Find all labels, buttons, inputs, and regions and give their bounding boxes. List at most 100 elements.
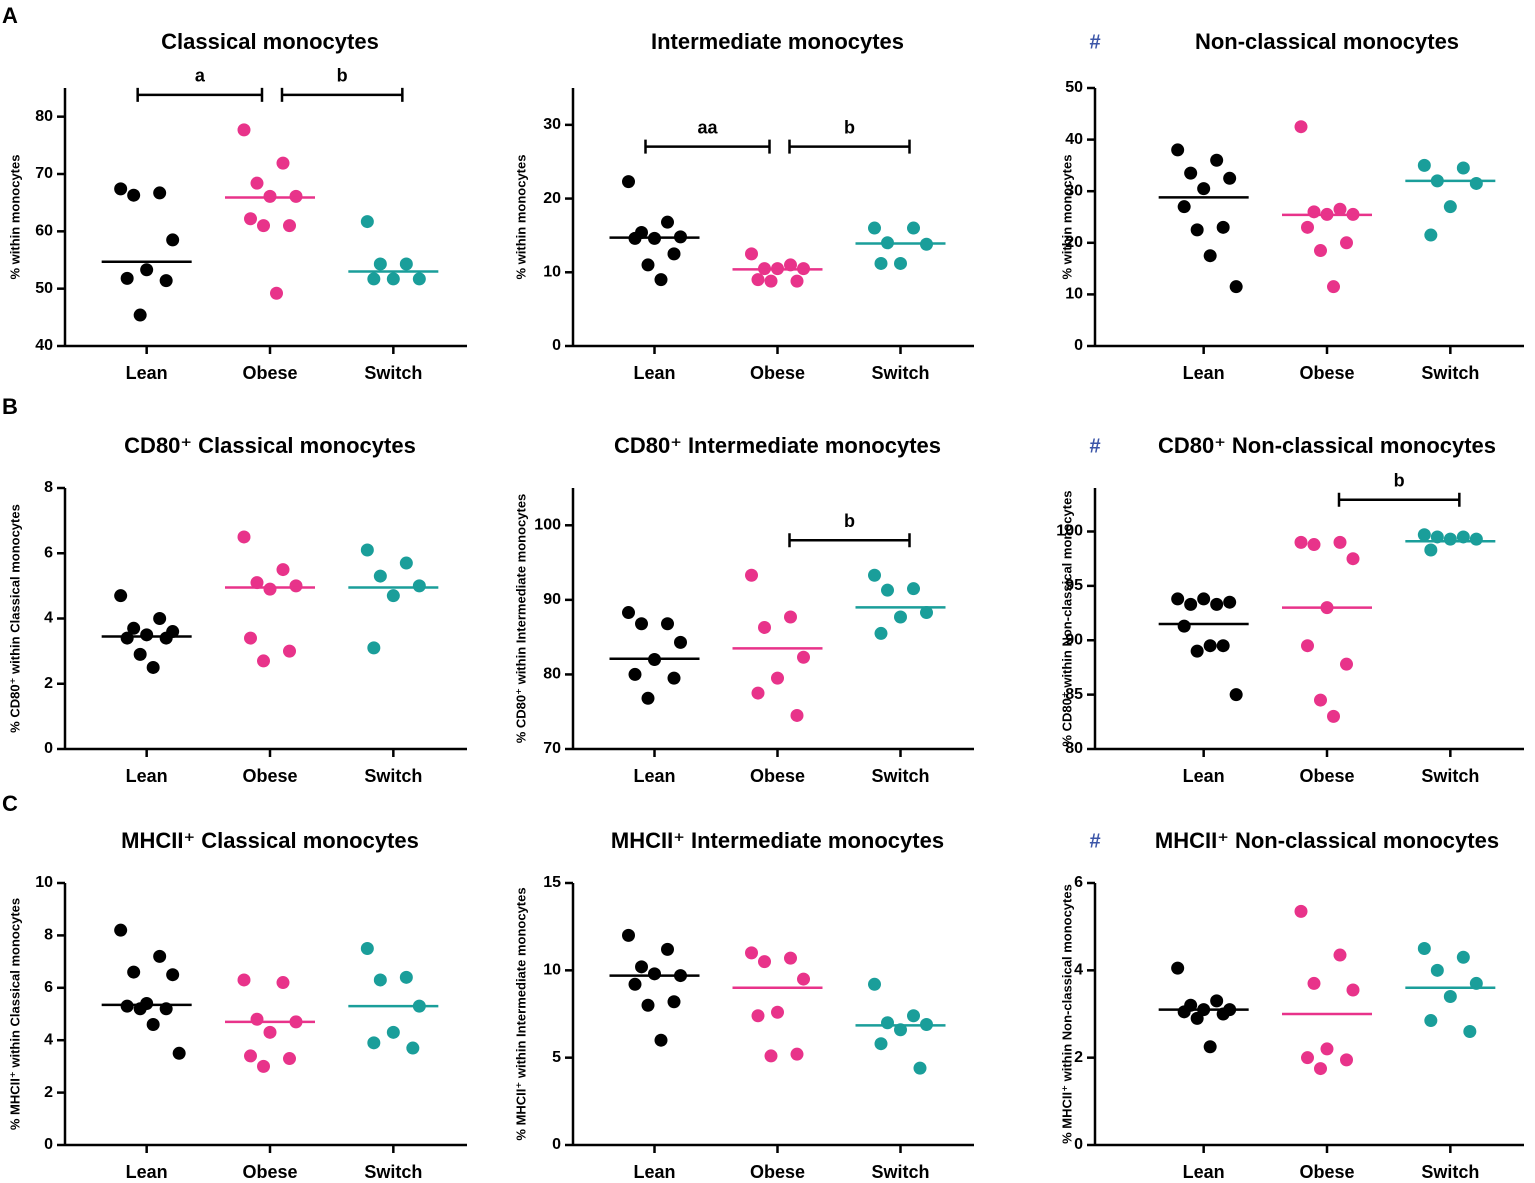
data-point <box>1190 644 1204 658</box>
y-tick-label: 6 <box>1074 874 1083 891</box>
data-point <box>1314 693 1327 707</box>
y-tick-label: 10 <box>543 264 561 281</box>
data-point <box>764 274 778 288</box>
data-point <box>140 628 154 642</box>
data-point <box>1320 1042 1334 1056</box>
x-tick-label: Lean <box>126 766 168 786</box>
data-point <box>1430 963 1444 977</box>
bracket-label: b <box>844 511 855 531</box>
y-axis-label: % within monocytes <box>513 155 528 280</box>
data-point <box>667 247 681 261</box>
data-point <box>114 923 128 937</box>
data-point <box>907 1009 920 1023</box>
x-tick-label: Obese <box>242 363 297 383</box>
data-point <box>1177 619 1191 633</box>
x-tick-label: Obese <box>1299 766 1354 786</box>
data-point <box>360 942 374 955</box>
data-point <box>1210 597 1224 611</box>
bracket-label: b <box>844 117 855 137</box>
data-point <box>1229 280 1243 294</box>
data-point <box>120 999 134 1013</box>
x-tick-label: Obese <box>242 766 297 786</box>
data-point <box>373 569 387 583</box>
data-point <box>386 1025 400 1039</box>
y-tick-label: 15 <box>543 874 561 891</box>
y-tick-label: 70 <box>543 740 561 757</box>
panel-label: C <box>2 791 18 816</box>
chart-title: MHCII⁺ Intermediate monocytes <box>611 828 944 853</box>
data-point <box>745 247 758 261</box>
data-point <box>874 1037 888 1051</box>
data-point <box>1417 158 1431 172</box>
data-point <box>283 219 296 233</box>
data-point <box>1417 528 1431 542</box>
data-point <box>771 671 784 685</box>
y-tick-label: 2 <box>44 675 53 692</box>
chart-title: CD80⁺ Classical monocytes <box>124 433 416 458</box>
y-tick-label: 60 <box>35 223 53 240</box>
y-tick-label: 2 <box>44 1084 53 1101</box>
data-point <box>894 610 907 624</box>
data-point <box>360 215 374 229</box>
data-point <box>881 1016 894 1030</box>
data-point <box>1229 688 1243 702</box>
x-tick-label: Obese <box>750 766 805 786</box>
data-point <box>1469 176 1483 190</box>
data-point <box>667 995 681 1009</box>
data-point <box>1340 1053 1353 1067</box>
significance-mark: # <box>1089 31 1100 53</box>
y-tick-label: 80 <box>1065 740 1083 757</box>
data-point <box>360 543 374 557</box>
data-point <box>667 671 681 685</box>
data-point <box>661 942 674 956</box>
y-tick-label: 40 <box>35 337 53 354</box>
data-point <box>1333 202 1347 216</box>
data-point <box>1294 535 1308 549</box>
x-tick-label: Lean <box>1183 363 1225 383</box>
data-point <box>758 955 771 969</box>
y-tick-label: 10 <box>35 874 53 891</box>
data-point <box>237 530 251 544</box>
y-tick-label: 8 <box>44 479 53 496</box>
y-tick-label: 0 <box>552 1136 561 1153</box>
data-point <box>1301 639 1314 653</box>
x-tick-label: Switch <box>1421 363 1479 383</box>
data-point <box>1307 538 1321 552</box>
y-tick-label: 0 <box>44 1136 53 1153</box>
y-tick-label: 6 <box>44 979 53 996</box>
x-tick-label: Lean <box>633 363 675 383</box>
data-point <box>159 274 173 288</box>
data-point <box>1171 592 1185 606</box>
y-tick-label: 20 <box>543 190 561 207</box>
y-tick-label: 80 <box>35 108 53 125</box>
data-point <box>1463 1024 1477 1038</box>
data-point <box>635 960 648 974</box>
data-point <box>654 273 668 287</box>
data-point <box>367 641 381 655</box>
x-tick-label: Lean <box>633 766 675 786</box>
x-tick-label: Lean <box>633 1162 675 1182</box>
data-point <box>172 1046 186 1060</box>
data-point <box>406 1041 420 1055</box>
significance-mark: # <box>1089 830 1100 852</box>
data-point <box>1314 1062 1327 1076</box>
data-point <box>399 257 413 271</box>
data-point <box>114 589 128 603</box>
data-point <box>628 667 642 681</box>
data-point <box>1203 1040 1217 1054</box>
data-point <box>751 686 765 700</box>
data-point <box>790 1047 804 1061</box>
y-tick-label: 30 <box>1065 182 1083 199</box>
chart-title: Classical monocytes <box>161 29 379 54</box>
y-axis-label: % MHCII⁺ within Classical monocytes <box>7 898 22 1130</box>
data-point <box>1210 153 1224 167</box>
data-point <box>1190 223 1204 237</box>
data-point <box>881 583 894 597</box>
data-point <box>276 563 290 577</box>
y-tick-label: 0 <box>1074 1136 1083 1153</box>
data-point <box>386 272 400 286</box>
significance-mark: # <box>1089 435 1100 457</box>
y-tick-label: 0 <box>44 740 53 757</box>
data-point <box>399 970 413 984</box>
